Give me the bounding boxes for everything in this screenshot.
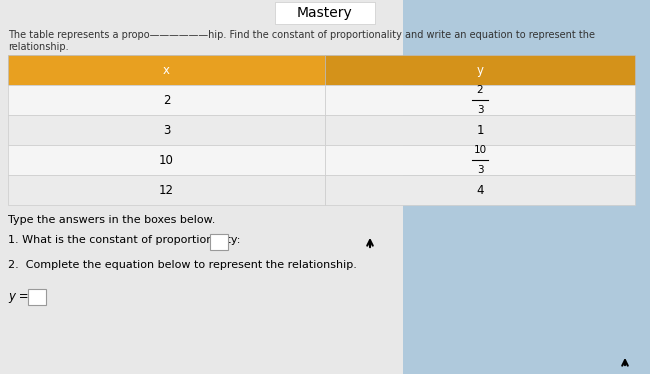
Text: 4: 4 bbox=[476, 184, 484, 196]
Bar bbox=[8, 145, 325, 175]
Text: The table represents a propo——————hip. Find the constant of proportionality and : The table represents a propo——————hip. F… bbox=[8, 30, 595, 40]
Bar bbox=[8, 85, 325, 115]
Bar bbox=[275, 2, 375, 24]
Text: 1: 1 bbox=[476, 123, 484, 137]
Text: y: y bbox=[476, 64, 484, 77]
Text: 2.  Complete the equation below to represent the relationship.: 2. Complete the equation below to repres… bbox=[8, 260, 357, 270]
Text: y =: y = bbox=[8, 290, 29, 303]
Text: 1. What is the constant of proportionality:: 1. What is the constant of proportionali… bbox=[8, 235, 240, 245]
Bar bbox=[325, 85, 635, 115]
Bar bbox=[8, 115, 325, 145]
Bar bbox=[325, 145, 635, 175]
Bar bbox=[0, 0, 403, 374]
Bar bbox=[8, 175, 325, 205]
Text: 10: 10 bbox=[159, 153, 174, 166]
Text: 2: 2 bbox=[476, 85, 484, 95]
Bar bbox=[325, 115, 635, 145]
Bar bbox=[325, 175, 635, 205]
Text: 3: 3 bbox=[476, 165, 484, 175]
Bar bbox=[210, 234, 228, 250]
Text: 2: 2 bbox=[162, 94, 170, 107]
Text: relationship.: relationship. bbox=[8, 42, 69, 52]
Text: Type the answers in the boxes below.: Type the answers in the boxes below. bbox=[8, 215, 215, 225]
Text: x: x bbox=[163, 64, 170, 77]
Bar bbox=[325, 55, 635, 85]
Bar bbox=[28, 289, 46, 305]
Text: Mastery: Mastery bbox=[297, 6, 353, 20]
Text: 3: 3 bbox=[476, 105, 484, 115]
Text: 3: 3 bbox=[162, 123, 170, 137]
Text: 12: 12 bbox=[159, 184, 174, 196]
Text: 10: 10 bbox=[473, 145, 487, 155]
Bar bbox=[8, 55, 325, 85]
